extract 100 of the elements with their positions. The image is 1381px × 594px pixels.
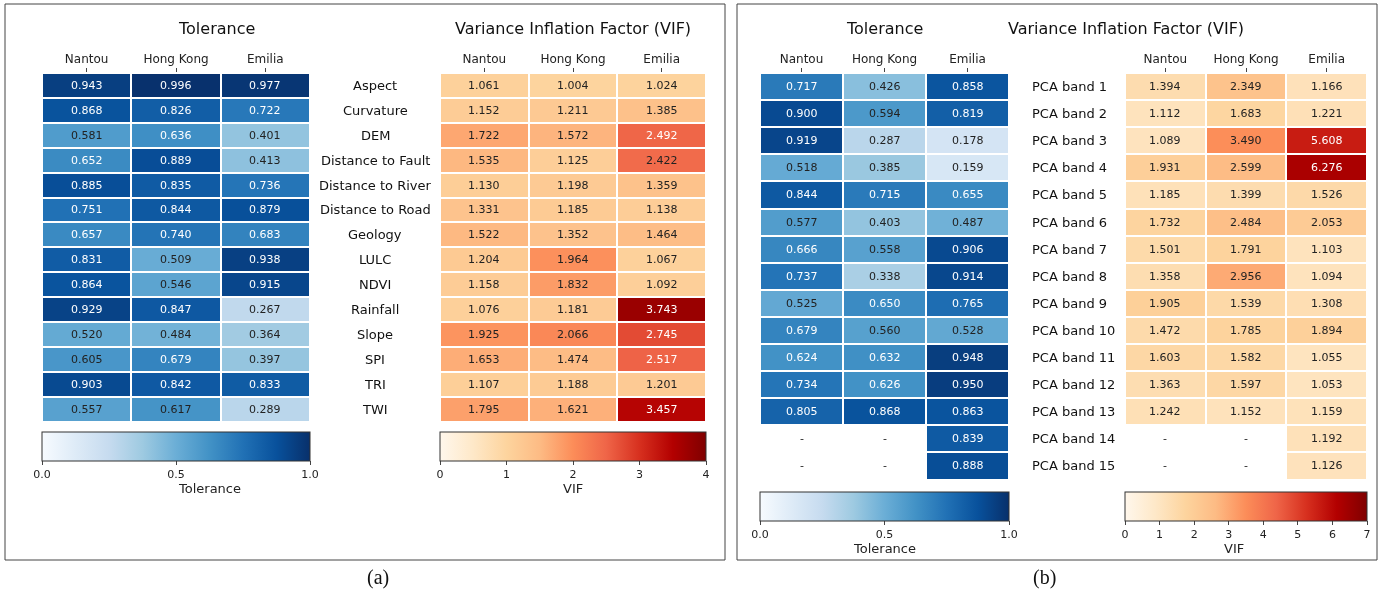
- data-label: 1.192: [1311, 432, 1343, 445]
- color-bar-label: 5: [1294, 528, 1302, 542]
- y-tick-label: PCA band 15: [1032, 458, 1116, 473]
- data-label: 0.666: [786, 243, 818, 256]
- color-bar-label: 0.5: [167, 468, 185, 482]
- data-label: 6.276: [1311, 161, 1343, 174]
- data-label: 0.679: [160, 353, 192, 366]
- color-bar-title: VIF: [1224, 541, 1245, 556]
- data-label: 1.158: [468, 278, 500, 291]
- data-label: 2.745: [646, 328, 678, 341]
- data-label: 0.831: [71, 253, 103, 266]
- data-label: 0.679: [786, 324, 818, 337]
- data-label: 1.152: [1230, 405, 1262, 418]
- data-label: 1.905: [1149, 297, 1181, 310]
- data-label: 0.528: [952, 324, 984, 337]
- data-label: 1.603: [1149, 351, 1181, 364]
- y-tick-label: TWI: [362, 402, 388, 417]
- data-label: 0.397: [249, 353, 281, 366]
- x-tick-label: Emilia: [1308, 52, 1345, 67]
- data-label: 0.914: [952, 270, 984, 283]
- data-label: 0.385: [869, 161, 901, 174]
- data-label: 1.204: [468, 253, 500, 266]
- data-label: 0.652: [71, 154, 103, 167]
- y-tick-label: TRI: [364, 377, 386, 392]
- data-label: 0.863: [952, 405, 984, 418]
- data-label: 0.178: [952, 134, 984, 147]
- color-bar-label: 1: [1156, 528, 1164, 542]
- y-tick-label: PCA band 6: [1032, 215, 1108, 230]
- data-label: 0.740: [160, 228, 192, 241]
- y-tick-label: PCA band 9: [1032, 296, 1108, 311]
- data-label: 0.287: [869, 134, 901, 147]
- data-label: 0.267: [249, 303, 281, 316]
- data-label: 1.185: [557, 203, 589, 216]
- data-label: 1.130: [468, 179, 500, 192]
- data-label: 1.061: [468, 79, 500, 92]
- data-label: 0.868: [71, 104, 103, 117]
- color-bar-label: 0.0: [33, 468, 51, 482]
- data-label: 2.422: [646, 154, 678, 167]
- data-label: 0.557: [71, 403, 103, 416]
- data-label: 1.572: [557, 129, 589, 142]
- data-label: 1.112: [1149, 107, 1181, 120]
- data-label: 0.581: [71, 129, 103, 142]
- data-label: 1.964: [557, 253, 589, 266]
- data-label: 1.385: [646, 104, 678, 117]
- y-tick-label: PCA band 10: [1032, 323, 1116, 338]
- data-label: 0.819: [952, 107, 984, 120]
- data-label: 1.474: [557, 353, 589, 366]
- data-label: 0.977: [249, 79, 281, 92]
- data-label: 0.929: [71, 303, 103, 316]
- data-label: 2.517: [646, 353, 678, 366]
- data-label: 1.894: [1311, 324, 1343, 337]
- data-label: 1.358: [1149, 270, 1181, 283]
- y-tick-label: PCA band 12: [1032, 377, 1116, 392]
- y-tick-label: Curvature: [343, 103, 408, 118]
- chart-title: Variance Inflation Factor (VIF): [455, 19, 692, 38]
- data-label: 1.331: [468, 203, 500, 216]
- text: -: [1244, 432, 1248, 445]
- y-tick-label: Rainfall: [351, 302, 400, 317]
- data-label: 0.839: [952, 432, 984, 445]
- color-bar-label: 1: [503, 468, 510, 482]
- text: -: [800, 432, 804, 445]
- data-label: 0.864: [71, 278, 103, 291]
- y-tick-label: PCA band 4: [1032, 160, 1108, 175]
- data-label: 0.868: [869, 405, 901, 418]
- color-bar-title: Tolerance: [853, 541, 916, 556]
- data-label: 1.188: [557, 378, 589, 391]
- data-label: 1.185: [1149, 188, 1181, 201]
- y-tick-label: PCA band 13: [1032, 404, 1116, 419]
- x-tick-label: Nantou: [64, 52, 109, 67]
- data-label: 0.605: [71, 353, 103, 366]
- data-label: 1.053: [1311, 378, 1343, 391]
- text: -: [800, 459, 804, 472]
- text: -: [883, 432, 887, 445]
- text: (b): [1033, 566, 1057, 589]
- data-label: 0.484: [160, 328, 192, 341]
- text: -: [883, 459, 887, 472]
- data-label: 1.094: [1311, 270, 1343, 283]
- data-label: 1.722: [468, 129, 500, 142]
- data-label: 1.076: [468, 303, 500, 316]
- data-label: 0.847: [160, 303, 192, 316]
- y-tick-label: Aspect: [353, 78, 398, 93]
- color-bar-label: 0: [1121, 528, 1129, 542]
- chart-title: Tolerance: [846, 19, 924, 38]
- data-label: 0.900: [786, 107, 818, 120]
- data-label: 0.487: [952, 216, 984, 229]
- color-bar-label: 2: [1190, 528, 1198, 542]
- data-label: 0.289: [249, 403, 281, 416]
- data-label: 0.558: [869, 243, 901, 256]
- data-label: 1.791: [1230, 243, 1262, 256]
- data-label: 0.683: [249, 228, 281, 241]
- data-label: 1.732: [1149, 216, 1181, 229]
- data-label: 0.632: [869, 351, 901, 364]
- data-label: 0.842: [160, 378, 192, 391]
- data-label: 3.457: [646, 403, 678, 416]
- data-label: 0.617: [160, 403, 192, 416]
- data-label: 1.683: [1230, 107, 1262, 120]
- data-label: 1.103: [1311, 243, 1343, 256]
- data-label: 0.426: [869, 80, 901, 93]
- color-bar-label: 0: [436, 468, 444, 482]
- text: -: [1163, 432, 1167, 445]
